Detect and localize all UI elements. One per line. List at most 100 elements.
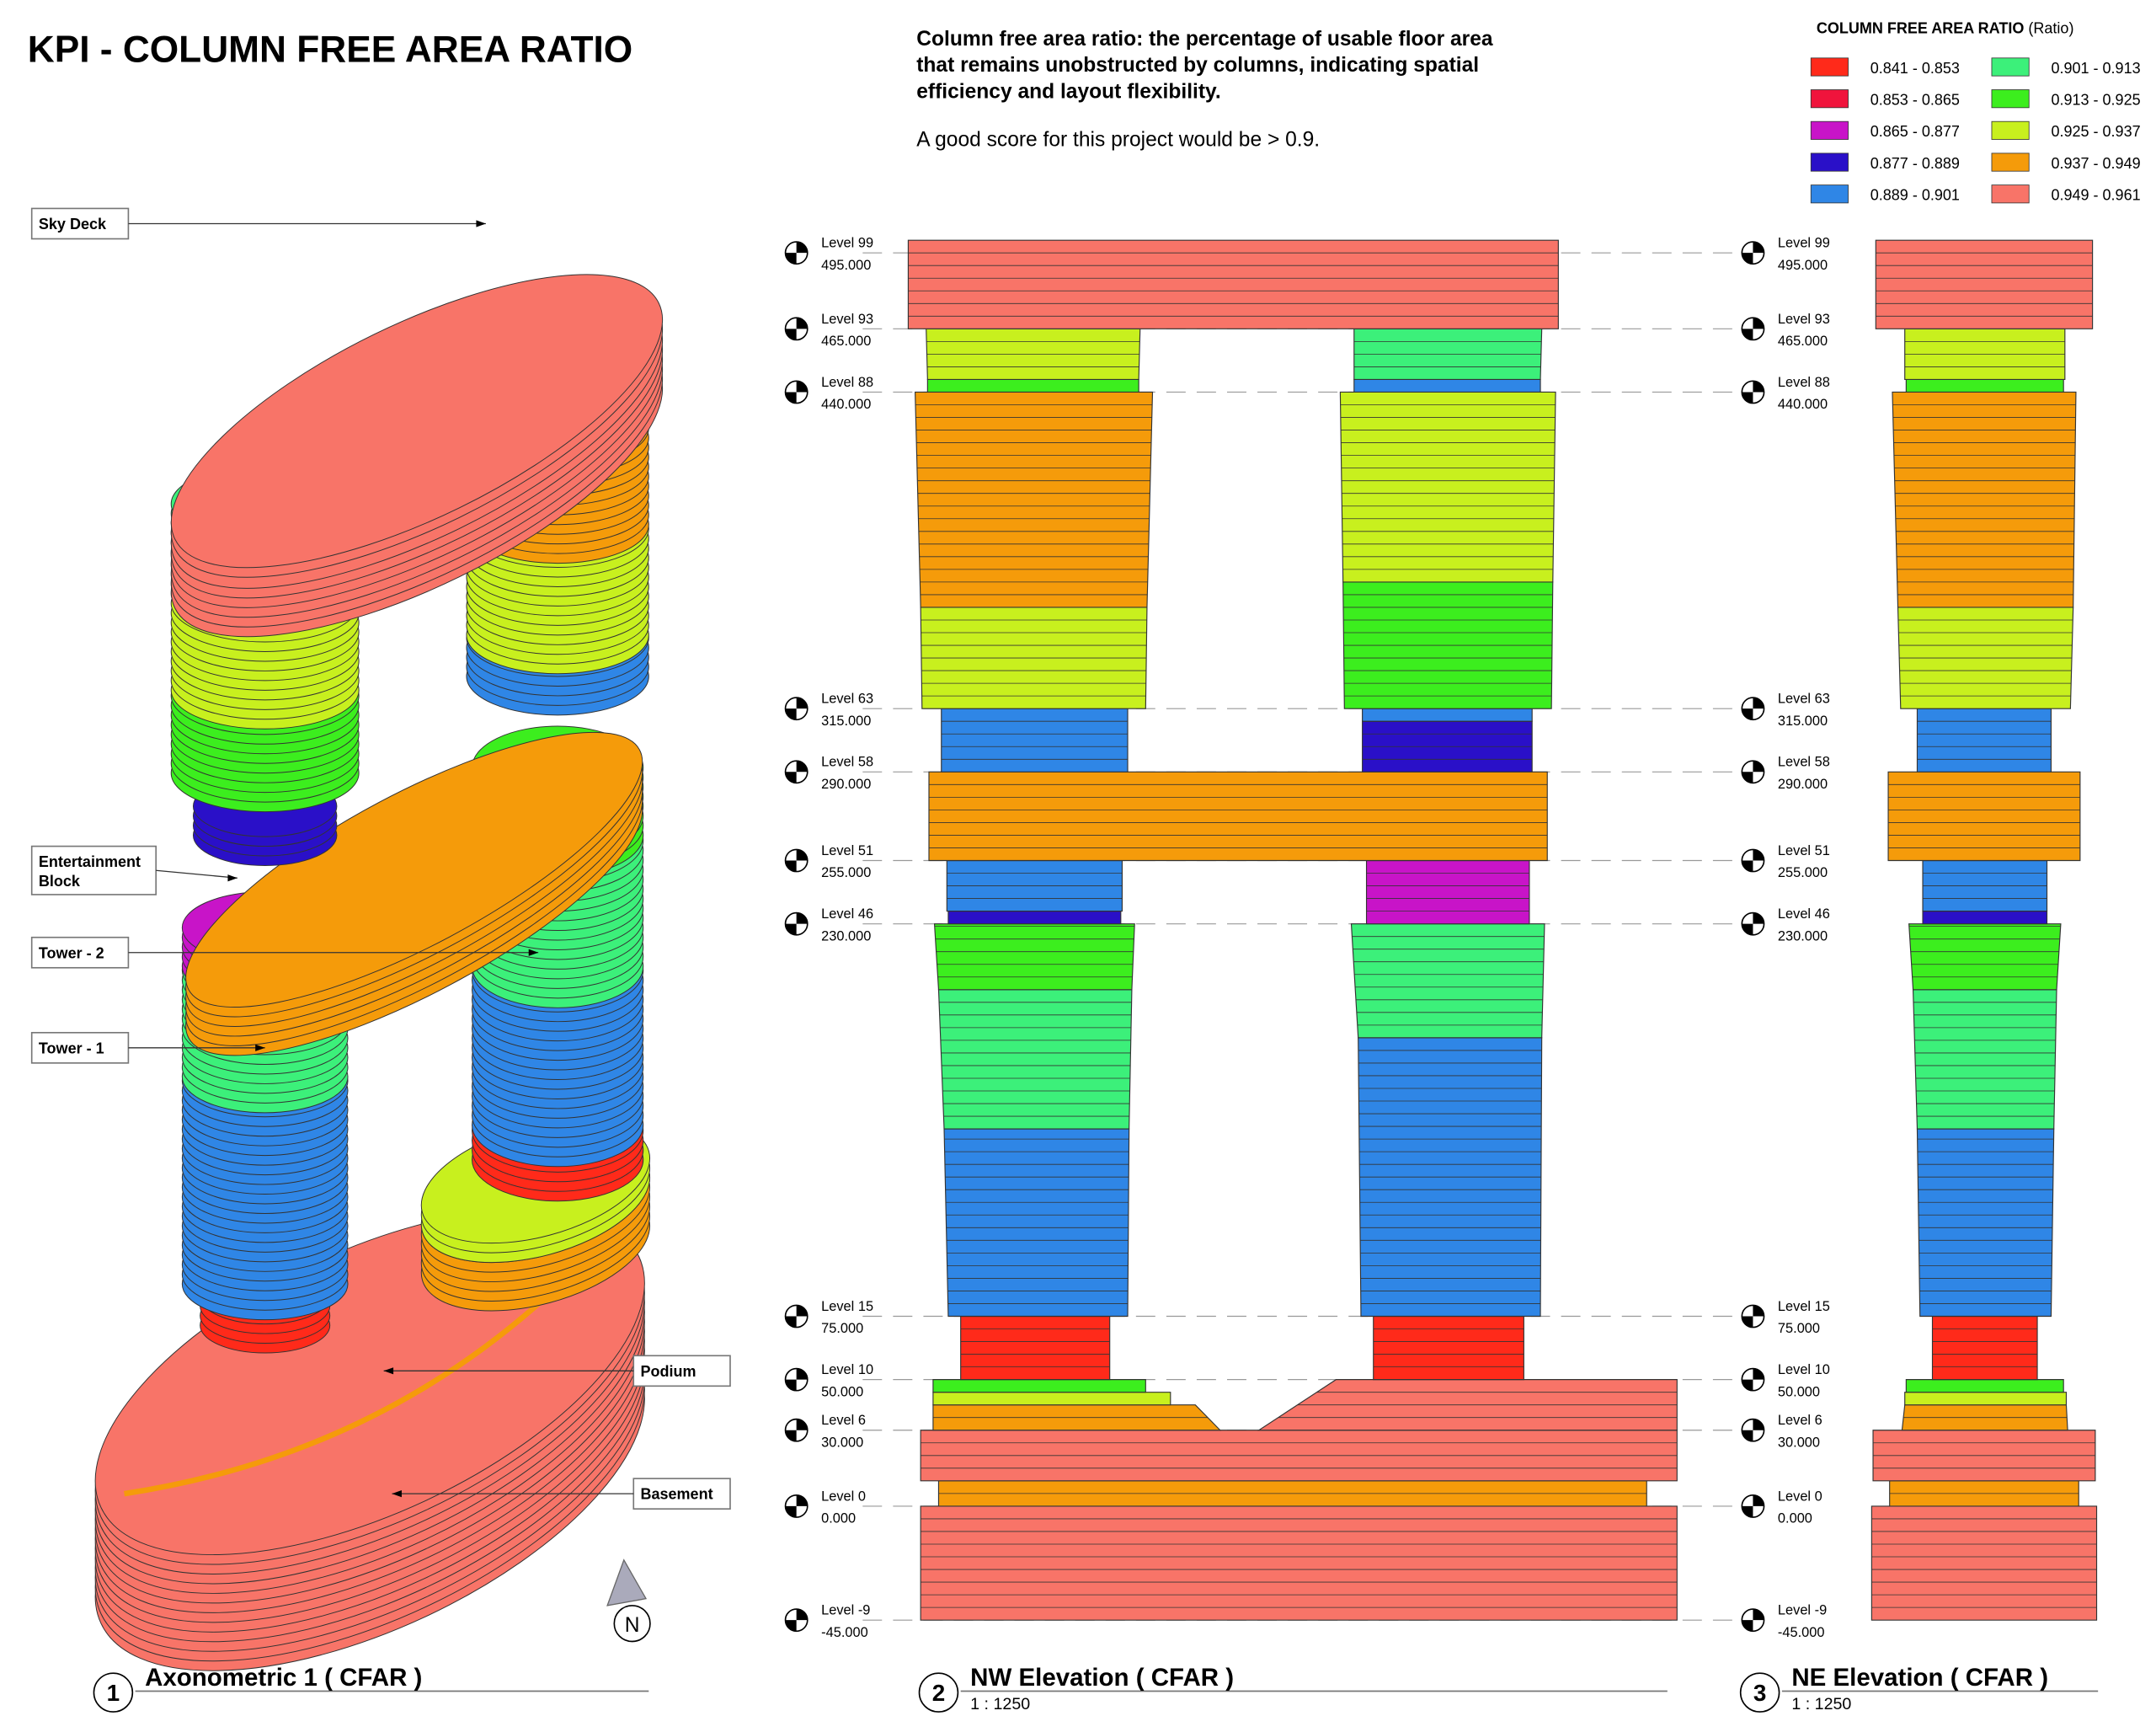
- floor-band: [1362, 708, 1533, 722]
- level-name: Level 58: [1778, 755, 1830, 770]
- legend-swatch: [1810, 120, 1849, 140]
- view-scale: 1 : 1250: [1791, 1695, 1851, 1713]
- level-name: Level 93: [821, 312, 873, 327]
- floor-band: [1908, 923, 2062, 991]
- floor-band: [1887, 771, 2081, 862]
- callout-arrow: [227, 874, 237, 882]
- level-name: Level 15: [1778, 1299, 1830, 1314]
- north-circle: [613, 1605, 651, 1643]
- level-elevation: 465.000: [821, 334, 871, 349]
- callout-label: Basement: [640, 1486, 712, 1503]
- description-note: A good score for this project would be >…: [916, 129, 1320, 152]
- view-number-circle: [918, 1672, 959, 1713]
- level-elevation: -45.000: [821, 1625, 868, 1640]
- legend-label: 0.925 - 0.937: [2051, 123, 2140, 140]
- view-number: 1: [107, 1680, 120, 1706]
- level-name: Level 88: [821, 375, 873, 390]
- callout-box: [632, 1355, 731, 1387]
- legend-title-main: COLUMN FREE AREA RATIO: [1817, 19, 2025, 36]
- callout-label: Sky Deck: [39, 216, 107, 233]
- view-scale: 1 : 1250: [970, 1695, 1030, 1713]
- legend-swatch: [1991, 120, 2030, 140]
- title: KPI - COLUMN FREE AREA RATIO: [28, 29, 632, 71]
- legend-label: 0.937 - 0.949: [2051, 155, 2140, 172]
- level-marker-fill: [1742, 318, 1764, 340]
- callout-leader: [156, 869, 237, 879]
- callout-label: Block: [39, 873, 81, 890]
- floor-band: [932, 1379, 1146, 1393]
- level-elevation: 50.000: [821, 1384, 863, 1399]
- level-elevation: 75.000: [821, 1321, 863, 1336]
- floor-band: [1922, 911, 2048, 925]
- description-line: efficiency and layout flexibility.: [916, 80, 1221, 103]
- level-elevation: 30.000: [1778, 1435, 1820, 1450]
- level-elevation: 255.000: [821, 865, 871, 880]
- level-elevation: 495.000: [1778, 258, 1828, 273]
- callout-arrow: [476, 220, 486, 227]
- legend-label: 0.865 - 0.877: [1870, 123, 1960, 140]
- callout-label: Tower - 2: [39, 944, 104, 961]
- floor-band: [1892, 391, 2077, 608]
- callout-label: Entertainment: [39, 853, 141, 870]
- legend-unit: (Ratio): [2028, 19, 2073, 36]
- floor-band: [932, 1392, 1171, 1406]
- floor-band: [1905, 378, 2064, 393]
- view-title: Axonometric 1 ( CFAR ): [145, 1664, 422, 1692]
- floor-band: [915, 391, 1154, 608]
- level-name: Level 6: [821, 1413, 866, 1428]
- legend-swatch: [1810, 152, 1849, 172]
- legend-swatch: [1810, 184, 1849, 204]
- floor-band: [937, 989, 1133, 1130]
- floor-band: [1870, 1505, 2098, 1621]
- callout-label: Tower - 1: [39, 1040, 104, 1056]
- floor-band: [1339, 391, 1556, 583]
- axo-floor: [170, 274, 664, 569]
- level-name: Level 88: [1778, 375, 1830, 390]
- level-marker-fill: [785, 1419, 808, 1441]
- level-name: Level -9: [1778, 1603, 1827, 1618]
- level-marker-fill: [1742, 698, 1764, 720]
- callout-label: Podium: [640, 1363, 696, 1380]
- level-marker-fill: [785, 1494, 808, 1518]
- level-elevation: 30.000: [821, 1435, 863, 1450]
- view-title: NE Elevation ( CFAR ): [1791, 1664, 2048, 1692]
- floor-band: [941, 708, 1129, 772]
- level-elevation: 50.000: [1778, 1384, 1820, 1399]
- level-name: Level 10: [821, 1362, 873, 1377]
- level-marker-fill: [785, 381, 808, 404]
- legend-label: 0.877 - 0.889: [1870, 155, 1960, 172]
- level-marker-fill: [1742, 242, 1764, 265]
- view-number-circle: [1739, 1672, 1780, 1713]
- level-marker-fill: [1742, 761, 1764, 783]
- floor-band: [1931, 1315, 2038, 1381]
- level-elevation: 0.000: [1778, 1511, 1812, 1526]
- level-marker-fill: [785, 698, 808, 720]
- callout-arrow: [383, 1367, 394, 1375]
- floor-band: [960, 1315, 1111, 1381]
- floor-band: [943, 1128, 1130, 1318]
- floor-band: [907, 239, 1559, 329]
- axo-floor: [185, 731, 643, 1008]
- legend-swatch: [1991, 89, 2030, 109]
- level-name: Level 63: [1778, 692, 1830, 707]
- floor-band: [1905, 1379, 2064, 1393]
- level-name: Level 0: [1778, 1489, 1822, 1504]
- level-elevation: 75.000: [1778, 1321, 1820, 1336]
- callout-arrow: [255, 1044, 265, 1051]
- level-name: Level 46: [1778, 906, 1830, 922]
- level-name: Level 58: [821, 755, 873, 770]
- legend-label: 0.949 - 0.961: [2051, 187, 2140, 204]
- floor-band: [947, 911, 1122, 925]
- legend-label: 0.889 - 0.901: [1870, 187, 1960, 204]
- level-marker-fill: [785, 1368, 808, 1391]
- level-marker-fill: [1742, 381, 1764, 404]
- legend-label: 0.913 - 0.925: [2051, 92, 2140, 109]
- level-name: Level 0: [821, 1489, 866, 1504]
- level-elevation: 290.000: [821, 777, 871, 792]
- level-name: Level 99: [1778, 236, 1830, 251]
- callout-arrow: [392, 1490, 402, 1498]
- level-elevation: 440.000: [1778, 397, 1828, 412]
- level-marker-fill: [785, 242, 808, 265]
- level-elevation: 315.000: [821, 714, 871, 729]
